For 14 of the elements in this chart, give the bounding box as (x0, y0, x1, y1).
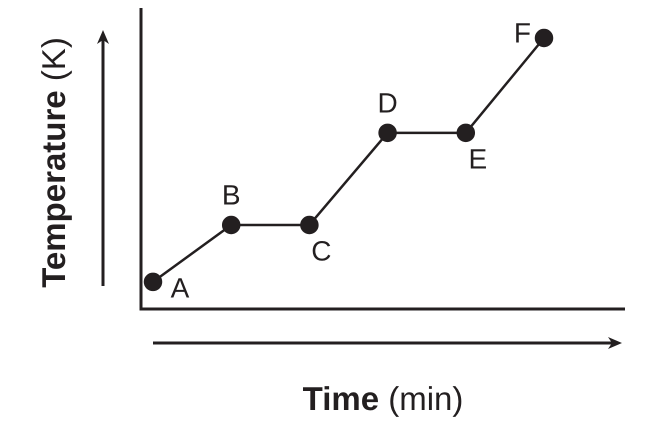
x-axis-title: Time (min) (302, 380, 464, 417)
point (534, 28, 554, 48)
annotation: C (311, 236, 332, 267)
annotation: D (377, 88, 398, 119)
annotation: F (514, 18, 531, 49)
y-axis-title: Temperature (K) (35, 37, 72, 288)
annotation: E (468, 144, 488, 175)
point (378, 124, 397, 142)
annotation: A (170, 272, 190, 304)
point (300, 216, 319, 234)
annotation: B (222, 180, 241, 211)
point (456, 124, 476, 142)
point (222, 216, 240, 234)
point (144, 272, 162, 292)
